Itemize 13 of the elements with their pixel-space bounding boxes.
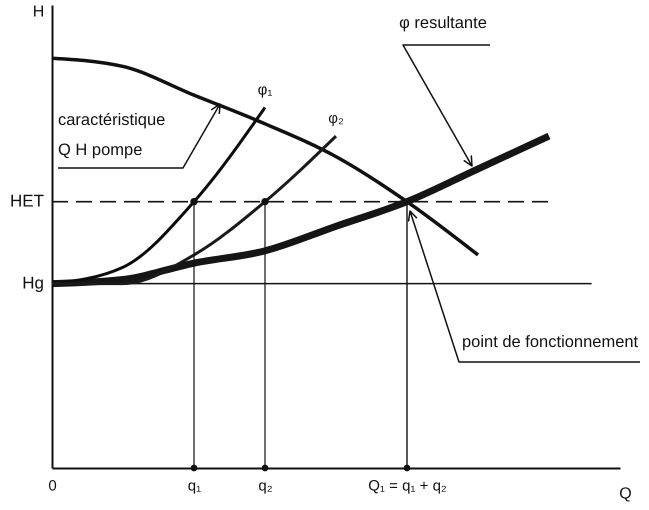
x-tick-label: q₁ xyxy=(188,478,202,494)
y-axis-title: H xyxy=(32,4,44,20)
ref-line-label: Hg xyxy=(22,274,44,293)
annotation: caractéristique Q H pompe xyxy=(58,111,166,159)
series-label: φ₂ xyxy=(328,110,344,128)
text: φ resultante xyxy=(399,14,487,32)
annotation: point de fonctionnement xyxy=(462,333,639,351)
ref-line-label: HET xyxy=(10,192,44,211)
x-axis-title: Q xyxy=(619,486,632,502)
x-tick-label: q₂ xyxy=(258,478,273,494)
x-tick-label: 0 xyxy=(48,478,57,494)
series-label: φ₁ xyxy=(258,81,272,98)
x-tick-label: Q₁ = q₁ + q₂ xyxy=(368,478,447,494)
